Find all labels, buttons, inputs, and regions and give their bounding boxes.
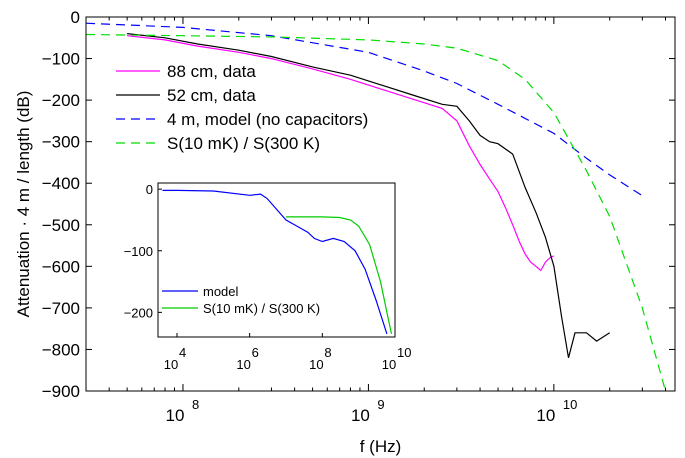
main-series-line-1: [127, 33, 611, 358]
main-axes-box: [85, 16, 676, 392]
inset-xtick-exp-2: 8: [324, 345, 331, 360]
main-xtick-exp-2: 10: [563, 397, 577, 412]
main-legend-label-1: 52 cm, data: [167, 86, 256, 105]
main-series-line-2: [86, 22, 643, 197]
main-xtick-exp-1: 9: [377, 397, 384, 412]
y-axis-label: Attenuation · 4 m / length (dB): [14, 91, 33, 318]
inset-xtick-label-3: 10: [382, 357, 396, 372]
inset-xtick-label-1: 10: [236, 357, 250, 372]
inset-series-line-0: [162, 189, 388, 335]
main-series-line-3: [86, 33, 667, 391]
main-ytick-label-6: −600: [42, 257, 80, 276]
inset-ytick-label-0: 0: [146, 182, 153, 197]
main-ytick-label-3: −300: [42, 133, 80, 152]
x-axis-label: f (Hz): [360, 437, 402, 456]
inset-legend: model S(10 mK) / S(300 K): [162, 284, 320, 316]
inset-series-line-1: [286, 216, 393, 335]
inset-series-group: [162, 189, 393, 335]
inset-xtick-exp-1: 6: [252, 345, 259, 360]
inset-background: [118, 172, 438, 379]
main-legend: 88 cm, data 52 cm, data 4 m, model (no cap…: [116, 62, 368, 153]
main-legend-label-2: 4 m, model (no capacitors): [167, 110, 368, 129]
inset-legend-label-1: S(10 mK) / S(300 K): [203, 301, 320, 316]
inset-xtick-exp-3: 10: [397, 345, 411, 360]
main-series-group: [86, 22, 667, 391]
main-xtick-label-2: 10: [536, 406, 555, 425]
main-ytick-label-5: −500: [42, 216, 80, 235]
main-legend-label-0: 88 cm, data: [167, 62, 256, 81]
main-xtick-exp-0: 8: [192, 397, 199, 412]
main-series-line-0: [127, 35, 555, 272]
main-ytick-label-1: −100: [42, 50, 80, 69]
main-ytick-label-2: −200: [42, 91, 80, 110]
main-xtick-label-0: 10: [166, 406, 185, 425]
main-legend-label-3: S(10 mK) / S(300 K): [167, 134, 320, 153]
inset-ytick-label-1: −100: [124, 244, 153, 259]
main-xtick-label-1: 10: [351, 406, 370, 425]
inset-legend-label-0: model: [203, 284, 239, 299]
inset-ytick-label-2: −200: [124, 305, 153, 320]
inset-xtick-exp-0: 4: [179, 345, 186, 360]
main-ytick-label-7: −700: [42, 299, 80, 318]
inset-xtick-label-2: 10: [309, 357, 323, 372]
main-ytick-label-8: −800: [42, 340, 80, 359]
main-ytick-label-0: 0: [71, 8, 80, 27]
main-ytick-label-4: −400: [42, 174, 80, 193]
inset-axes-box: [157, 182, 396, 338]
inset-xtick-label-0: 10: [164, 357, 178, 372]
main-plot: 0−100−200−300−400−500−600−700−800−900108…: [14, 8, 676, 456]
main-ytick-label-9: −900: [42, 382, 80, 401]
